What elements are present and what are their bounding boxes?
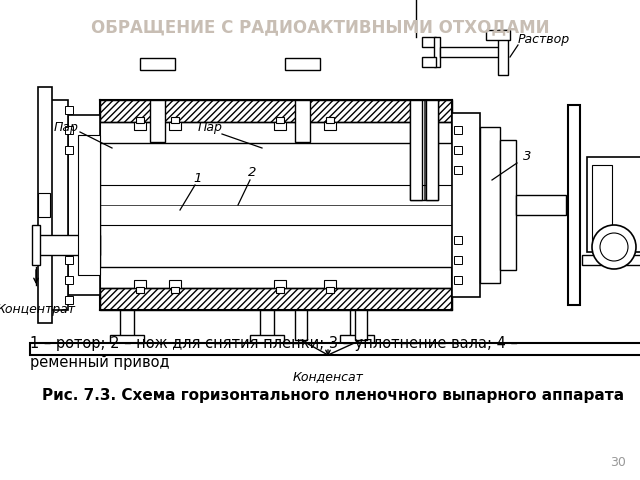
Bar	[65, 276, 73, 284]
Bar	[274, 280, 286, 288]
Bar	[65, 106, 73, 114]
Bar	[340, 335, 374, 343]
Text: ременный привод: ременный привод	[30, 355, 170, 370]
Text: Раствор: Раствор	[518, 34, 570, 47]
Bar	[100, 288, 452, 310]
Bar	[285, 58, 320, 70]
Bar	[136, 117, 144, 123]
Bar	[140, 58, 175, 70]
Bar	[65, 256, 73, 264]
Bar	[169, 122, 181, 130]
Text: Конденсат: Конденсат	[292, 370, 364, 383]
Bar	[30, 343, 640, 355]
Bar	[350, 310, 364, 338]
Text: 1 – ротор; 2 – нож для снятия пленки; 3 – уплотнение вала; 4 –: 1 – ротор; 2 – нож для снятия пленки; 3 …	[30, 336, 518, 351]
Bar	[454, 276, 462, 284]
Bar	[568, 105, 580, 305]
Bar	[454, 236, 462, 244]
Bar	[480, 127, 500, 283]
Bar	[587, 157, 640, 252]
Circle shape	[592, 225, 636, 269]
Text: 1: 1	[194, 171, 202, 184]
Bar	[32, 225, 40, 265]
Text: ОБРАЩЕНИЕ С РАДИОАКТИВНЫМИ ОТХОДАМИ: ОБРАЩЕНИЕ С РАДИОАКТИВНЫМИ ОТХОДАМИ	[91, 18, 549, 36]
Bar	[38, 87, 52, 323]
Bar	[426, 100, 438, 200]
Bar	[110, 335, 144, 343]
Bar	[454, 126, 462, 134]
Bar	[498, 30, 508, 75]
Bar	[65, 296, 73, 304]
Bar	[324, 122, 336, 130]
Bar	[326, 287, 334, 293]
Bar	[65, 146, 73, 154]
Bar	[136, 287, 144, 293]
Bar	[452, 113, 480, 297]
Bar	[500, 140, 516, 270]
Bar	[120, 310, 134, 338]
Text: 2: 2	[248, 166, 256, 179]
Bar	[454, 256, 462, 264]
Bar	[68, 115, 100, 295]
Bar	[260, 310, 274, 338]
Bar	[486, 30, 510, 40]
Text: Рис. 7.3. Схема горизонтального пленочного выпарного аппарата: Рис. 7.3. Схема горизонтального пленочно…	[42, 388, 624, 403]
Bar	[169, 280, 181, 288]
Bar	[134, 122, 146, 130]
Bar	[295, 310, 307, 340]
Bar	[276, 117, 284, 123]
Bar	[355, 310, 367, 340]
Bar	[326, 117, 334, 123]
Bar	[410, 100, 422, 200]
Bar	[50, 100, 68, 310]
Bar	[171, 287, 179, 293]
Bar	[276, 287, 284, 293]
Bar	[422, 37, 436, 47]
Bar	[250, 335, 284, 343]
Bar	[434, 37, 440, 67]
Bar	[422, 57, 436, 67]
Bar	[454, 146, 462, 154]
Bar	[134, 280, 146, 288]
Bar	[100, 100, 452, 122]
Bar	[65, 126, 73, 134]
Text: Пар: Пар	[198, 121, 223, 134]
Bar	[410, 100, 438, 200]
Bar	[454, 166, 462, 174]
Text: 30: 30	[610, 456, 626, 468]
Bar	[38, 193, 50, 217]
Text: 3: 3	[523, 151, 531, 164]
Bar	[516, 195, 566, 215]
Bar	[171, 117, 179, 123]
Bar	[100, 143, 452, 267]
Bar	[582, 255, 640, 265]
Bar	[38, 235, 100, 255]
Bar	[295, 100, 310, 142]
Bar	[274, 122, 286, 130]
Bar	[440, 47, 500, 57]
Text: Концентрат: Концентрат	[0, 303, 76, 316]
Bar	[78, 135, 100, 275]
Bar	[150, 100, 165, 142]
Bar	[592, 165, 612, 243]
Circle shape	[600, 233, 628, 261]
Bar	[324, 280, 336, 288]
Text: Пар: Пар	[54, 121, 79, 134]
